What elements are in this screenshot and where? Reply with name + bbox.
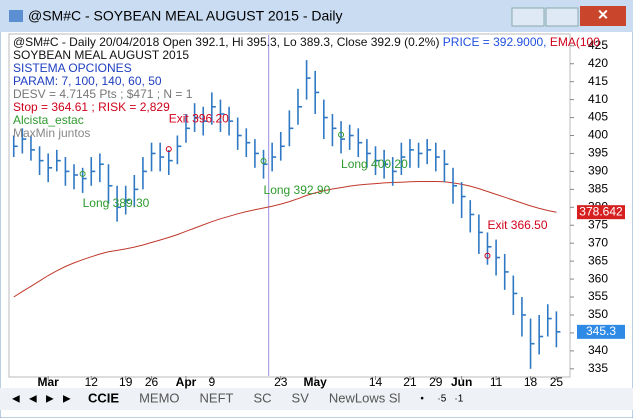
sheet-tab[interactable]: CCIE: [88, 390, 119, 405]
sheet-tab[interactable]: NewLows Sl: [329, 390, 401, 405]
trade-label: Exit 366.50: [487, 218, 547, 232]
info-header: @SM#C - Daily 20/04/2018 Open 392.1, Hi …: [13, 35, 439, 49]
tab-nav-button[interactable]: ▶: [46, 394, 54, 405]
y-tick-label: 340: [588, 343, 608, 357]
tab-control[interactable]: ·5: [437, 394, 446, 405]
x-tick-label: 26: [145, 375, 159, 389]
tab-nav-button[interactable]: ◀: [12, 394, 20, 405]
x-tick-label: 11: [490, 375, 503, 389]
info-price: PRICE = 392.9000,: [443, 35, 547, 49]
info-line: SOYBEAN MEAL AUGUST 2015: [13, 48, 189, 62]
x-tick-label: 12: [85, 375, 99, 389]
minimize-button[interactable]: [511, 7, 545, 27]
tab-control[interactable]: ·1: [454, 394, 463, 405]
trade-label: Exit 396.20: [169, 111, 229, 125]
x-tick-label: Apr: [176, 375, 197, 389]
trade-label: Long 392.90: [264, 183, 331, 197]
sheet-tab[interactable]: MEMO: [139, 390, 179, 405]
info-line: DESV = 4.7145 Pts ; $471 ; N = 1: [13, 87, 193, 101]
info-line: Stop = 364.61 ; RISK = 2,829: [13, 100, 170, 114]
plot-area: [8, 33, 571, 378]
info-line: SISTEMA OPCIONES: [13, 61, 132, 75]
tab-control[interactable]: •: [420, 394, 424, 405]
trade-marker: [338, 131, 345, 138]
x-tick-label: 9: [208, 375, 215, 389]
y-tick-label: 400: [588, 128, 608, 142]
sheet-tab[interactable]: NEFT: [200, 390, 234, 405]
y-tick-label: 365: [588, 253, 608, 267]
tabs: ◀ ◀ ▶ ▶ CCIE MEMO NEFT SC SV NewLows Sl • ·5 ·1: [12, 390, 464, 405]
x-tick-label: 29: [429, 375, 443, 389]
y-tick-label: 335: [588, 361, 608, 375]
y-tick-label: 390: [588, 164, 608, 178]
y-tick-label: 405: [588, 110, 608, 124]
y-tick-label: 410: [588, 92, 608, 106]
info-ema: EMA(100: [550, 35, 600, 49]
last-value-label: 378.642: [579, 204, 623, 218]
y-tick-label: 420: [588, 56, 608, 70]
info-header: @SM#C - Daily 20/04/2018 Open 392.1, Hi …: [13, 35, 600, 49]
x-tick-label: May: [304, 375, 328, 389]
x-tick-label: 25: [550, 375, 564, 389]
y-tick-label: 375: [588, 217, 608, 231]
window-title: @SM#C - SOYBEAN MEAL AUGUST 2015 - Daily: [28, 8, 343, 24]
info-line: MaxMin juntos: [13, 126, 90, 140]
y-tick-label: 395: [588, 146, 608, 160]
maximize-button[interactable]: [545, 7, 579, 27]
trade-label: Long 389.30: [83, 196, 150, 210]
tab-nav-button[interactable]: ◀: [29, 394, 37, 405]
ema-line: [13, 181, 557, 298]
trade-marker: [260, 157, 267, 164]
last-value-box: [577, 324, 625, 339]
x-tick-label: 19: [119, 375, 133, 389]
y-tick-label: 415: [588, 74, 608, 88]
x-tick-label: Mar: [38, 375, 60, 389]
trade-marker: [79, 170, 86, 177]
y-tick-label: 350: [588, 307, 608, 321]
close-button[interactable]: [580, 6, 626, 26]
y-tick-label: 355: [588, 289, 608, 303]
trade-marker: [484, 252, 491, 259]
y-tick-label: 385: [588, 182, 608, 196]
y-tick-label: 360: [588, 271, 608, 285]
info-line: PARAM: 7, 100, 140, 60, 50: [13, 74, 162, 88]
x-tick-label: 21: [403, 375, 417, 389]
sheet-tab[interactable]: SV: [292, 390, 310, 405]
sheet-tab[interactable]: SC: [253, 390, 271, 405]
x-tick-label: 23: [274, 375, 288, 389]
last-value-box: [577, 205, 625, 220]
x-tick-label: 14: [369, 375, 383, 389]
tab-nav-button[interactable]: ▶: [63, 394, 71, 405]
x-tick-label: 18: [524, 375, 538, 389]
info-line: Alcista_estac: [13, 113, 84, 127]
trade-label: Long 400.20: [341, 157, 408, 171]
close-icon: ✕: [597, 7, 609, 23]
x-tick-label: Jun: [451, 375, 472, 389]
trade-marker: [165, 146, 172, 153]
last-value-label: 345.3: [586, 324, 616, 338]
app-icon: [9, 10, 23, 22]
y-tick-label: 370: [588, 235, 608, 249]
y-tick-label: 425: [588, 38, 608, 52]
tab-bar: [0, 388, 633, 410]
